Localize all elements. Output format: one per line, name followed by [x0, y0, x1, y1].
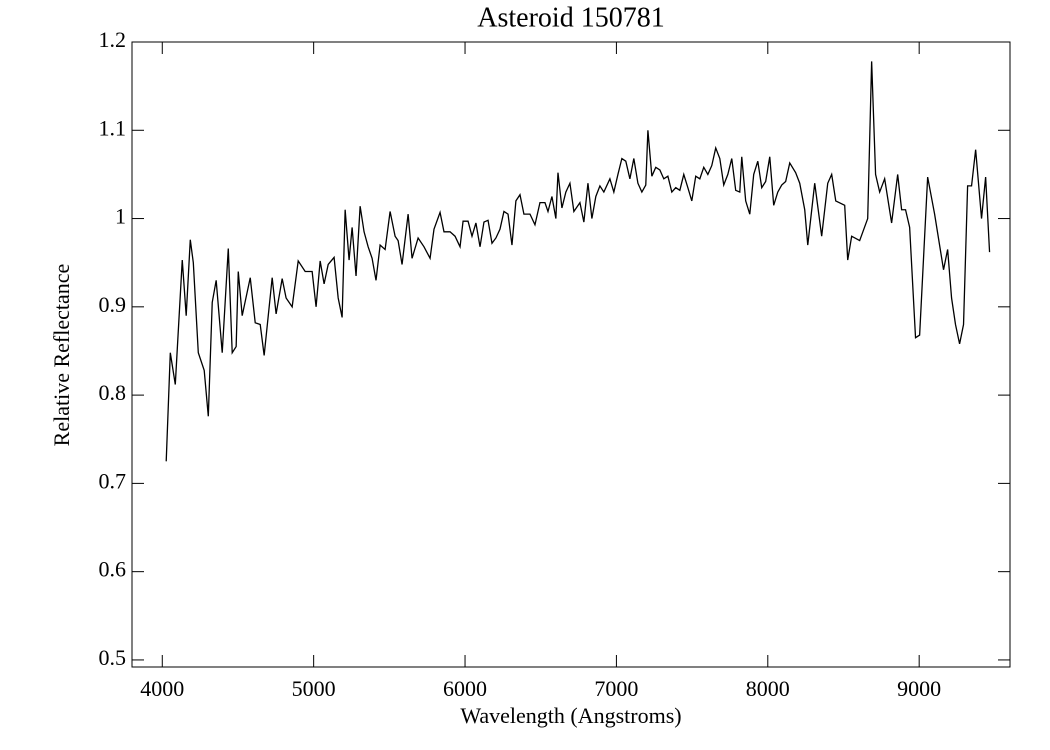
y-tick-label: 0.8: [99, 380, 127, 405]
y-axis-label: Relative Reflectance: [49, 264, 74, 447]
x-tick-label: 5000: [292, 676, 336, 701]
x-tick-label: 7000: [594, 676, 638, 701]
y-tick-label: 1: [115, 204, 126, 229]
y-tick-label: 1.2: [99, 27, 127, 52]
data-line: [165, 61, 991, 462]
y-tick-label: 0.5: [99, 645, 127, 670]
y-tick-label: 0.6: [99, 557, 127, 582]
y-tick-label: 0.9: [99, 292, 127, 317]
x-axis-label: Wavelength (Angstroms): [460, 703, 681, 728]
chart-title: Asteroid 150781: [477, 2, 664, 33]
y-tick-label: 0.7: [99, 468, 127, 493]
plot-frame: [131, 41, 1011, 668]
x-tick-label: 9000: [897, 676, 941, 701]
x-tick-label: 6000: [443, 676, 487, 701]
x-tick-label: 4000: [140, 676, 184, 701]
y-tick-label: 1.1: [99, 115, 127, 140]
x-tick-label: 8000: [746, 676, 790, 701]
